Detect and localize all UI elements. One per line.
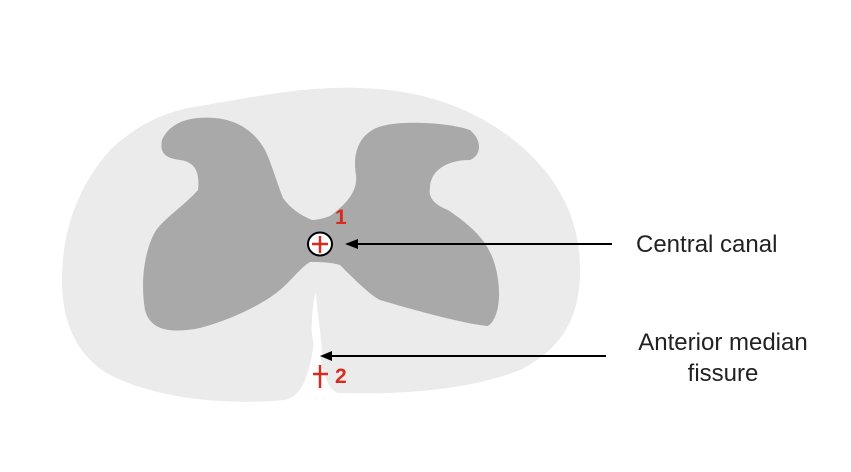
marker-1-number: 1 (335, 206, 347, 229)
grey-matter-region (143, 117, 500, 331)
marker-2-cross (313, 365, 328, 388)
anterior-median-fissure-label: Anterior median fissure (638, 329, 808, 387)
central-canal-arrow (345, 239, 612, 249)
marker-1-cross (312, 236, 328, 253)
central-canal-label: Central canal (636, 231, 778, 258)
anterior-median-fissure-arrow (320, 351, 606, 361)
marker-2-number: 2 (335, 365, 347, 388)
anterior-median-fissure-slit (311, 293, 322, 356)
